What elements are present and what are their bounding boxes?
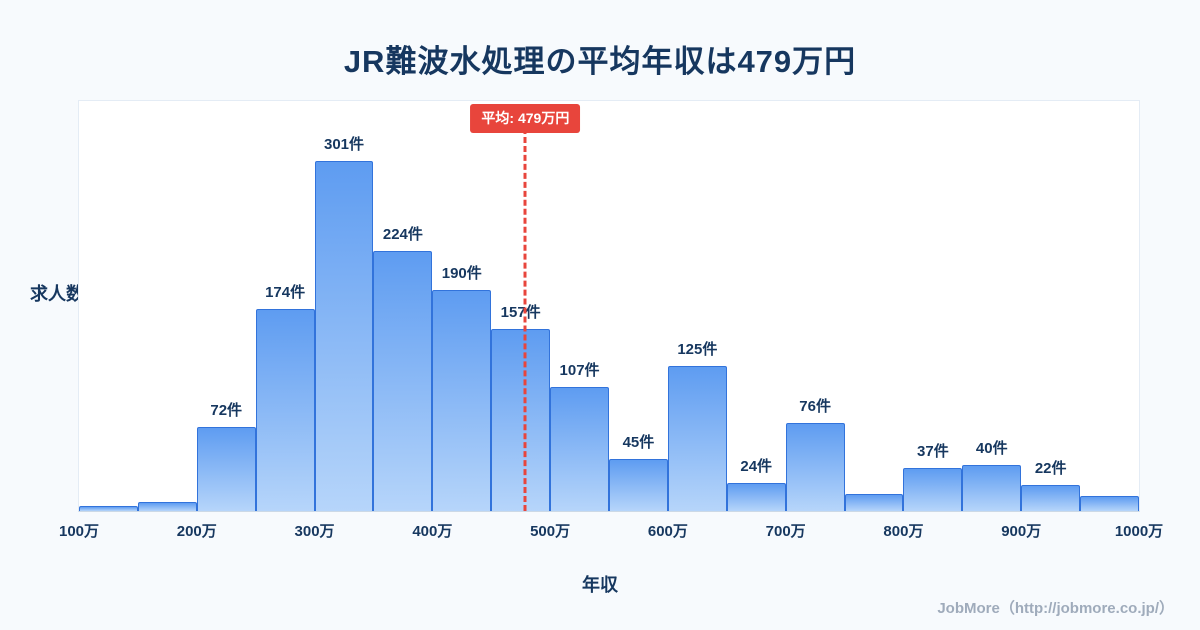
y-axis-label: 求人数 [30,284,84,304]
histogram-bar [196,427,256,511]
bar-value-label: 125件 [677,340,718,358]
histogram-bar [667,365,727,511]
bar-value-label: 107件 [559,361,600,379]
bar-value-label: 190件 [441,265,482,283]
histogram-bar [137,501,197,511]
bar-value-label: 301件 [323,136,365,154]
histogram-bar [373,250,433,511]
histogram-bar [609,458,668,511]
x-tick-label: 1000万 [1114,523,1164,540]
histogram-bar [962,464,1022,511]
x-tick-label: 200万 [176,523,217,540]
histogram-bar [491,328,551,511]
x-tick-label: 500万 [530,523,571,540]
x-tick-label: 700万 [765,523,806,540]
bar-value-label: 40件 [975,439,1008,457]
bar-value-label: 22件 [1034,460,1067,478]
average-line [523,128,527,511]
bar-value-label: 45件 [622,433,655,451]
bar-value-label: 224件 [382,225,423,243]
x-tick-label: 400万 [412,523,453,540]
bar-value-label: 72件 [210,402,243,420]
plot-area: 72件 174件 301件 224件 190件 157件 107件 45件 125件 24件 76件… [59,100,1163,540]
page-title: JR難波水処理の平均年収は479万円 [343,44,857,79]
histogram-bar [903,468,963,511]
bar-value-label: 157件 [500,303,541,321]
x-tick-label: 800万 [883,523,924,540]
bar-value-label: 24件 [740,458,773,476]
histogram-bar [314,161,374,511]
histogram-bar [432,290,492,511]
histogram-bar [726,483,786,511]
histogram-bar [844,493,904,511]
footer-credit: JobMore（http://jobmore.co.jp/） [937,600,1174,617]
x-tick-label: 900万 [1001,523,1042,540]
bar-value-label: 174件 [265,283,306,301]
histogram-bar [550,386,609,511]
histogram-bar [785,422,845,511]
bar-value-label: 76件 [799,397,831,415]
histogram-bar [1080,495,1139,511]
histogram-bar [79,506,138,511]
histogram-bar [255,308,315,511]
histogram-bar [1021,485,1081,511]
x-tick-label: 100万 [58,523,100,540]
x-axis-label: 年収 [582,575,618,595]
x-tick-label: 300万 [294,523,335,540]
average-badge: 平均: 479万円 [470,104,581,133]
x-tick-label: 600万 [647,523,688,540]
bar-value-label: 37件 [917,443,949,461]
